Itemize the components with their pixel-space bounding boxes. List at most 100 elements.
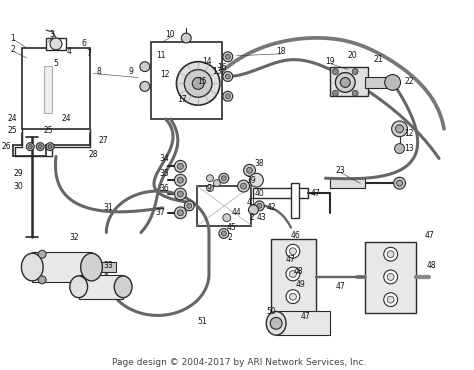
Circle shape	[352, 68, 358, 74]
Circle shape	[225, 94, 230, 99]
Text: 13: 13	[405, 144, 414, 153]
Text: 28: 28	[89, 150, 98, 159]
Bar	[291, 183, 299, 218]
Text: 39: 39	[246, 176, 256, 185]
Circle shape	[352, 90, 358, 96]
Text: 43: 43	[256, 213, 266, 222]
Text: 10: 10	[166, 30, 175, 38]
Text: 7: 7	[86, 49, 91, 58]
Circle shape	[177, 177, 183, 183]
Circle shape	[187, 204, 192, 208]
Text: 5: 5	[54, 59, 58, 68]
Circle shape	[241, 183, 246, 189]
Circle shape	[290, 248, 296, 255]
Text: 24: 24	[61, 114, 71, 124]
Bar	[271, 239, 316, 313]
Circle shape	[332, 68, 338, 74]
Text: 27: 27	[99, 136, 108, 145]
Ellipse shape	[266, 312, 286, 335]
Text: 34: 34	[160, 154, 170, 163]
Text: 30: 30	[14, 182, 23, 191]
Text: 8: 8	[96, 67, 101, 76]
Circle shape	[48, 145, 52, 149]
Text: 47: 47	[286, 255, 296, 264]
Text: 3: 3	[50, 30, 55, 38]
Text: 48: 48	[426, 260, 436, 270]
Ellipse shape	[70, 276, 88, 297]
Text: 23: 23	[336, 166, 345, 175]
Circle shape	[221, 176, 226, 181]
Text: Page design © 2004-2017 by ARI Network Services, Inc.: Page design © 2004-2017 by ARI Network S…	[111, 358, 366, 367]
Circle shape	[340, 77, 350, 87]
Circle shape	[257, 204, 262, 208]
Circle shape	[36, 143, 44, 151]
Text: 26: 26	[2, 142, 11, 151]
Text: 47: 47	[424, 231, 434, 240]
Text: 24: 24	[8, 114, 18, 124]
Circle shape	[177, 191, 183, 197]
Circle shape	[174, 161, 186, 172]
Text: 4: 4	[66, 47, 71, 56]
Bar	[46, 38, 66, 50]
Bar	[22, 48, 90, 129]
Text: 37: 37	[156, 208, 165, 217]
Circle shape	[387, 296, 394, 303]
Circle shape	[223, 91, 233, 101]
Circle shape	[332, 90, 338, 96]
Text: 13: 13	[212, 67, 222, 76]
Circle shape	[255, 201, 264, 211]
Circle shape	[286, 267, 300, 281]
Circle shape	[225, 74, 230, 79]
Circle shape	[223, 214, 231, 222]
Text: 12: 12	[405, 129, 414, 138]
Text: 9: 9	[128, 67, 134, 76]
Circle shape	[174, 207, 186, 219]
Circle shape	[38, 276, 46, 284]
Circle shape	[393, 177, 405, 189]
Text: 51: 51	[197, 317, 207, 326]
Text: 46: 46	[291, 231, 301, 240]
Bar	[197, 186, 252, 226]
Circle shape	[385, 74, 401, 90]
Text: 2: 2	[249, 213, 254, 222]
Text: 31: 31	[103, 204, 113, 212]
Circle shape	[244, 164, 255, 176]
Ellipse shape	[114, 276, 132, 297]
Bar	[151, 42, 222, 119]
Text: 12: 12	[160, 70, 169, 79]
Text: 14: 14	[202, 57, 212, 66]
Circle shape	[392, 121, 408, 137]
Text: 15: 15	[197, 77, 207, 86]
Circle shape	[192, 77, 204, 89]
Text: 47: 47	[311, 188, 320, 198]
Circle shape	[395, 144, 404, 154]
Text: 6: 6	[81, 40, 86, 48]
Circle shape	[237, 180, 249, 192]
Circle shape	[223, 52, 233, 62]
Text: 19: 19	[326, 57, 335, 66]
Bar	[276, 312, 330, 335]
Text: 9: 9	[207, 184, 211, 192]
Circle shape	[336, 73, 355, 92]
Circle shape	[387, 273, 394, 280]
Text: 45: 45	[227, 223, 237, 232]
Circle shape	[219, 173, 229, 183]
Text: 11: 11	[156, 51, 165, 60]
Circle shape	[46, 143, 54, 151]
Circle shape	[176, 62, 220, 105]
Circle shape	[270, 317, 282, 329]
Circle shape	[387, 251, 394, 258]
Text: 21: 21	[373, 55, 383, 64]
Bar	[32, 252, 91, 282]
Circle shape	[213, 180, 220, 186]
Circle shape	[290, 293, 296, 300]
Circle shape	[384, 270, 398, 284]
Ellipse shape	[21, 253, 43, 281]
Circle shape	[184, 70, 212, 97]
Text: 1: 1	[10, 34, 15, 43]
Circle shape	[28, 145, 32, 149]
Circle shape	[140, 62, 150, 71]
Circle shape	[38, 250, 46, 258]
Text: 25: 25	[8, 126, 18, 135]
Circle shape	[177, 210, 183, 216]
